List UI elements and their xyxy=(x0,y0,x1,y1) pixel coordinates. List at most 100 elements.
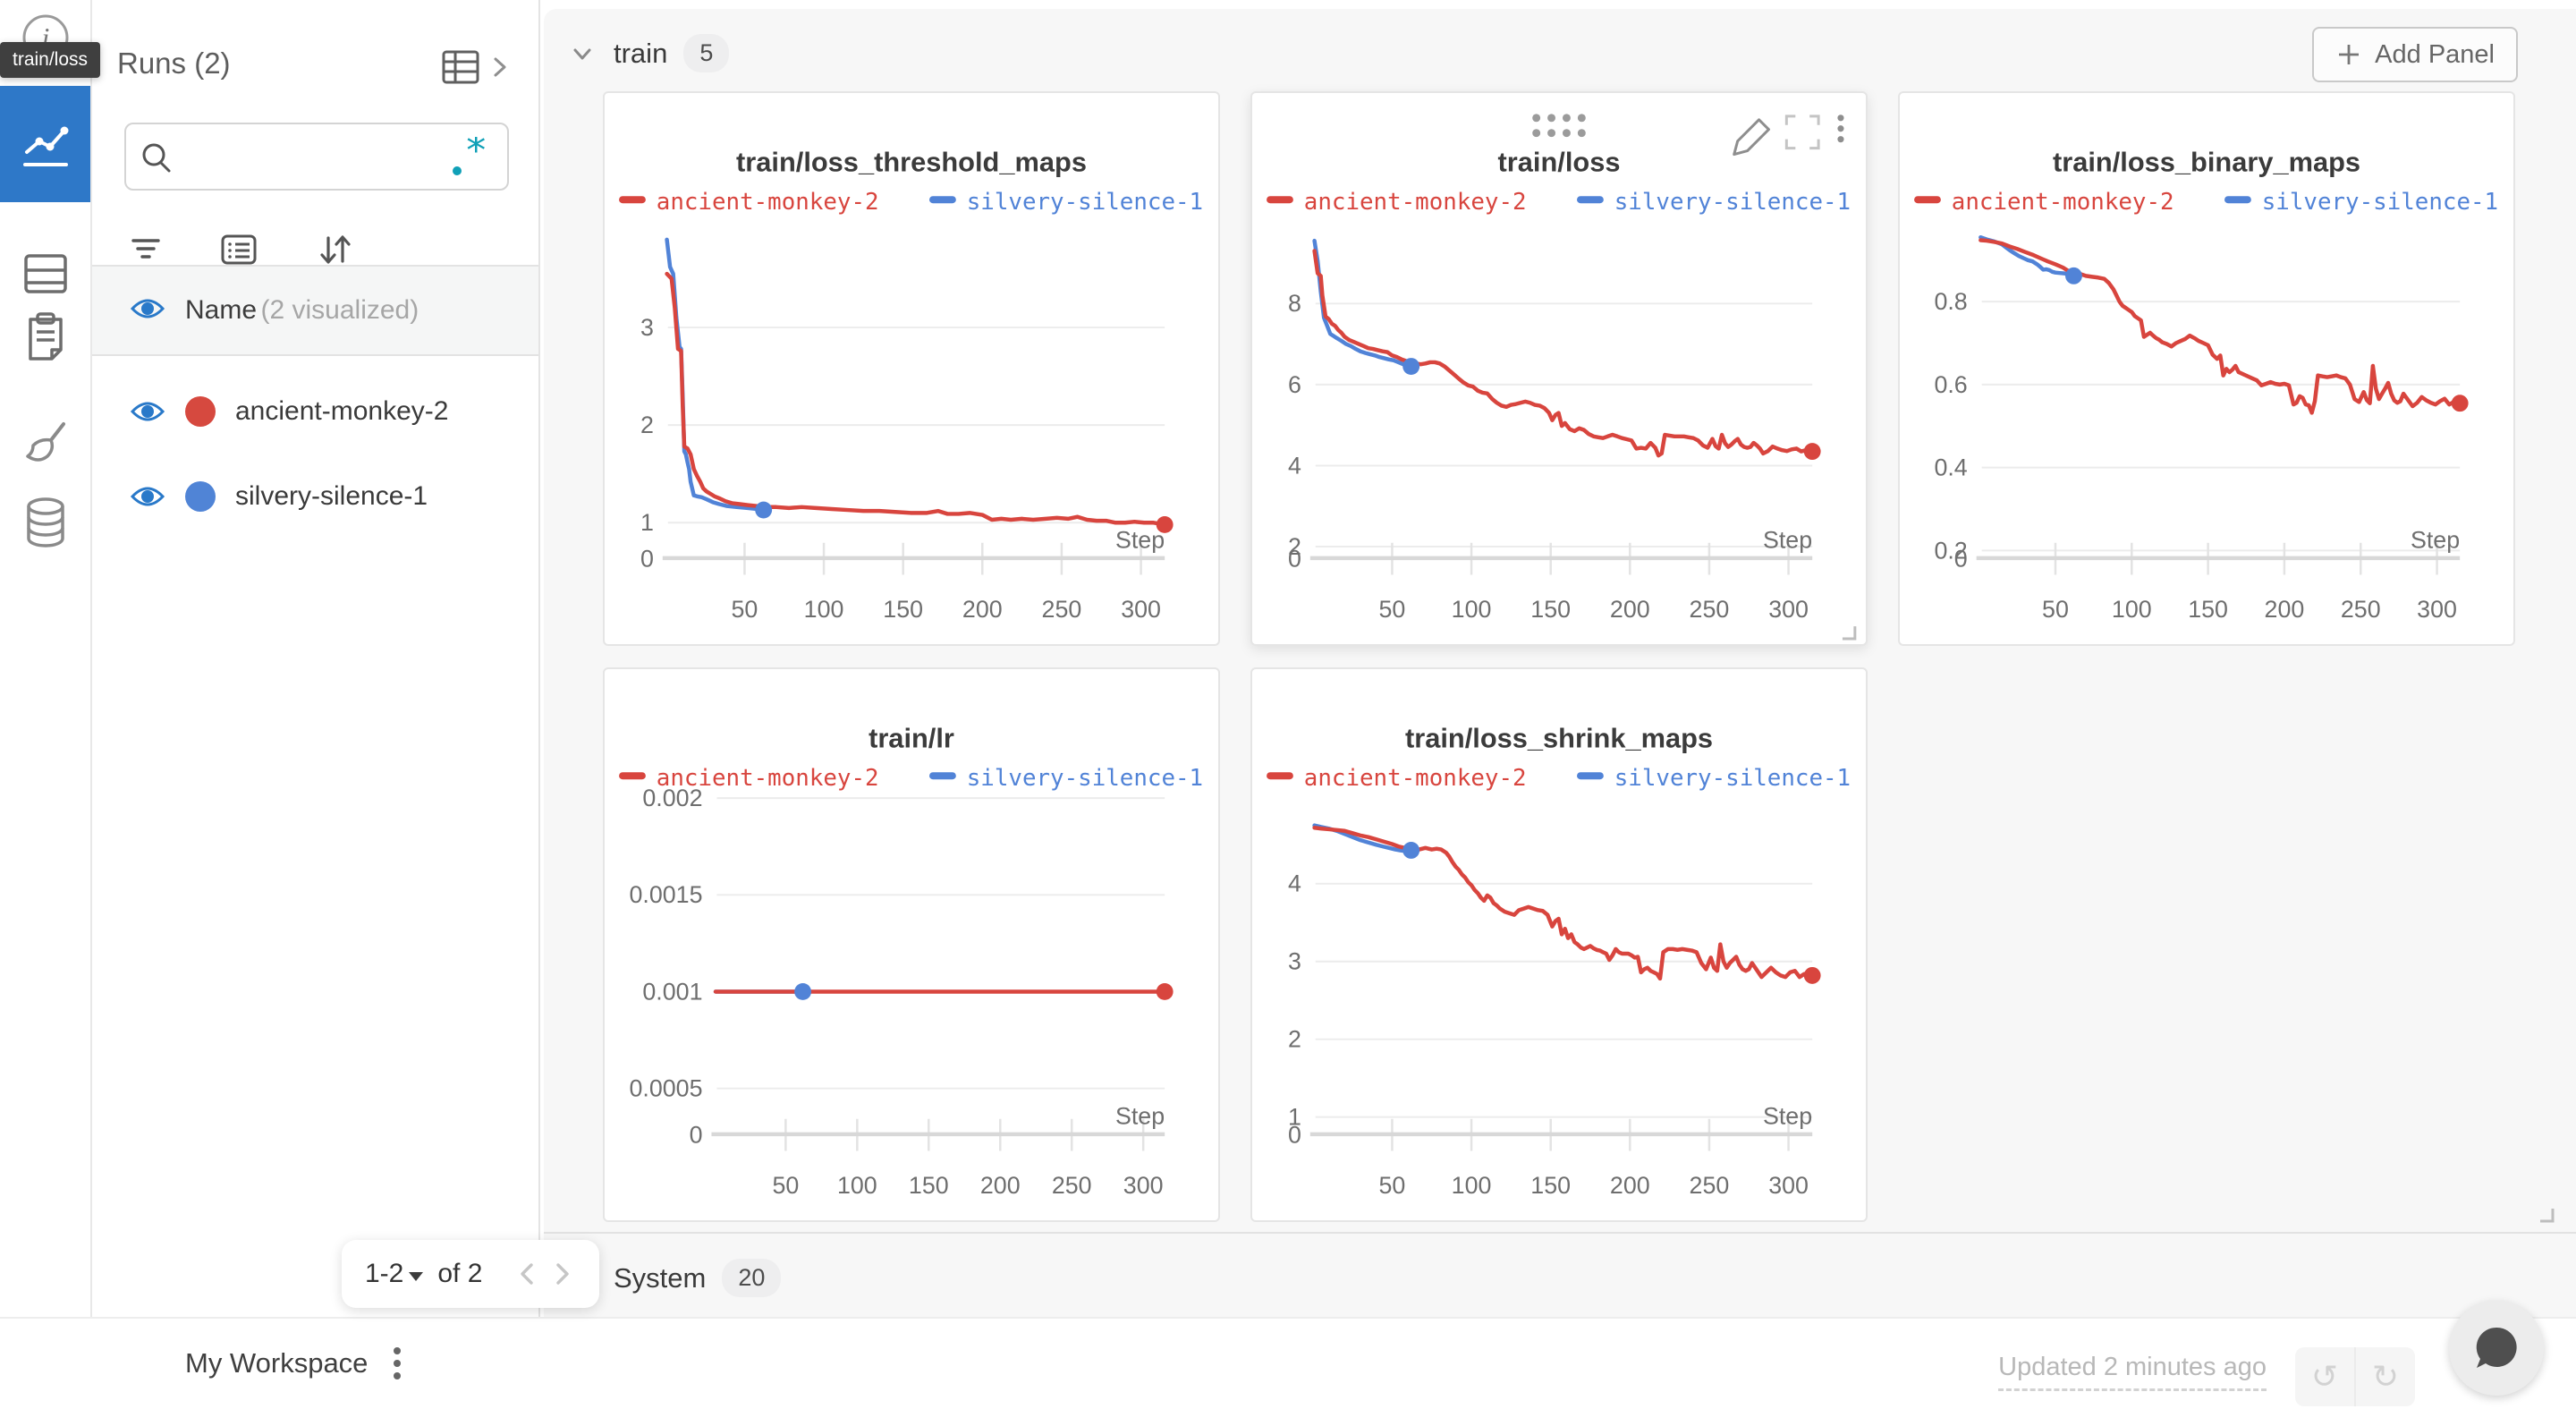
resize-handle-icon[interactable] xyxy=(2537,1205,2556,1225)
next-page-button[interactable] xyxy=(549,1258,576,1290)
panel-loss[interactable]: train/loss ancient-monkey-2 silvery-silenc… xyxy=(1250,91,1868,646)
drag-handle-icon[interactable] xyxy=(1547,114,1556,123)
y-origin-label: 0 xyxy=(640,546,654,573)
regex-icon[interactable]: * xyxy=(446,137,493,180)
panel-loss_shrink_maps[interactable]: train/loss_shrink_maps ancient-monkey-2 si… xyxy=(1250,667,1868,1222)
drag-handle-icon[interactable] xyxy=(1547,129,1556,138)
add-icon xyxy=(2339,45,2360,64)
x-tick-label: 50 xyxy=(732,596,758,623)
legend-marker xyxy=(2224,196,2251,204)
series-line[interactable] xyxy=(1979,235,2076,278)
add-panel-button[interactable]: Add Panel xyxy=(2312,27,2518,82)
edit-icon[interactable] xyxy=(1733,118,1770,157)
last-updated[interactable]: Updated 2 minutes ago xyxy=(1998,1353,2267,1391)
y-origin-label: 0 xyxy=(1288,546,1301,573)
x-tick-label: 150 xyxy=(909,1172,949,1199)
columns-icon[interactable] xyxy=(219,233,258,267)
undo-icon[interactable]: ↺ xyxy=(2310,1358,2339,1395)
runs-sidebar: Runs (2) * xyxy=(92,0,599,1317)
sidebar-item-sweeps[interactable] xyxy=(0,392,90,492)
drag-handle-icon[interactable] xyxy=(1577,114,1586,123)
run-name[interactable]: silvery-silence-1 xyxy=(235,481,428,511)
section-train: train 5 Add Panel train/loss_threshold_m… xyxy=(544,9,2576,1232)
sort-icon[interactable] xyxy=(314,231,355,268)
drag-handle-icon[interactable] xyxy=(1532,129,1541,138)
search-input[interactable] xyxy=(180,128,448,185)
y-tick-label: 3 xyxy=(1288,948,1301,975)
runs-table-icon[interactable] xyxy=(440,47,481,88)
chat-fab[interactable] xyxy=(2449,1301,2544,1396)
drag-handle-icon[interactable] xyxy=(1577,129,1586,138)
series-line[interactable] xyxy=(665,271,1167,527)
clipboard-icon xyxy=(28,312,63,361)
legend-marker xyxy=(1267,772,1293,780)
section-title[interactable]: System xyxy=(614,1261,707,1294)
panel-loss_threshold_maps[interactable]: train/loss_threshold_maps ancient-monkey-… xyxy=(603,91,1220,646)
run-row[interactable]: ancient-monkey-2 xyxy=(92,378,538,445)
legend-label[interactable]: silvery-silence-1 xyxy=(1614,189,1851,216)
x-tick-label: 300 xyxy=(2417,596,2457,623)
resize-handle-icon[interactable] xyxy=(1842,626,1857,641)
runs-header-row[interactable]: Name (2 visualized) xyxy=(92,265,538,356)
eye-icon[interactable] xyxy=(130,295,165,322)
x-tick-label: 250 xyxy=(1042,596,1082,623)
left-icon-rail: i xyxy=(0,0,92,1317)
panel-loss_binary_maps[interactable]: train/loss_binary_maps ancient-monkey-2 si… xyxy=(1898,91,2515,646)
footer-bar: My Workspace Updated 2 minutes ago ↺ ↻ xyxy=(0,1301,2576,1426)
legend-label[interactable]: ancient-monkey-2 xyxy=(1952,189,2174,216)
collapse-section-icon[interactable] xyxy=(567,38,597,69)
x-axis-label: Step xyxy=(1115,1103,1165,1130)
panel-lr[interactable]: train/lr ancient-monkey-2 silvery-silence-… xyxy=(603,667,1220,1222)
panel-title: train/lr xyxy=(869,722,954,753)
series-line[interactable] xyxy=(1979,238,2462,415)
prev-page-button[interactable] xyxy=(513,1258,540,1290)
x-tick-label: 250 xyxy=(1690,1172,1730,1199)
filter-icon[interactable] xyxy=(128,233,164,266)
sidebar-item-logs[interactable] xyxy=(0,286,90,386)
sidebar-item-charts[interactable] xyxy=(0,86,90,202)
series-line[interactable] xyxy=(1312,826,1815,981)
legend-label[interactable]: ancient-monkey-2 xyxy=(657,189,879,216)
eye-icon[interactable] xyxy=(130,295,165,327)
y-tick-label: 2 xyxy=(1288,533,1301,560)
series-line[interactable] xyxy=(1312,238,1413,369)
run-name[interactable]: ancient-monkey-2 xyxy=(235,396,449,426)
page-range-dropdown[interactable]: 1-2 xyxy=(365,1259,428,1289)
expand-table-icon[interactable] xyxy=(488,52,512,82)
legend-label[interactable]: ancient-monkey-2 xyxy=(1304,765,1527,792)
panel-title: train/loss_threshold_maps xyxy=(736,146,1087,177)
y-tick-label: 1 xyxy=(640,509,654,536)
legend-label[interactable]: silvery-silence-1 xyxy=(967,189,1203,216)
panel-title: train/loss_shrink_maps xyxy=(1405,722,1713,753)
series-end-dot xyxy=(794,983,812,1000)
legend-label[interactable]: silvery-silence-1 xyxy=(2262,189,2498,216)
x-tick-label: 200 xyxy=(980,1172,1021,1199)
drag-handle-icon[interactable] xyxy=(1562,129,1571,138)
drag-handle-icon[interactable] xyxy=(1562,114,1571,123)
fullscreen-icon[interactable] xyxy=(1784,115,1820,150)
workspace-menu-icon[interactable] xyxy=(391,1344,403,1383)
section-title[interactable]: train xyxy=(614,37,668,69)
series-line[interactable] xyxy=(1312,249,1815,458)
legend-label[interactable]: ancient-monkey-2 xyxy=(657,765,879,792)
kebab-icon[interactable] xyxy=(1837,115,1844,143)
workspace-title[interactable]: My Workspace xyxy=(185,1347,369,1379)
sidebar-item-artifacts[interactable] xyxy=(0,472,90,573)
eye-icon[interactable] xyxy=(130,483,165,510)
x-tick-label: 250 xyxy=(1052,1172,1092,1199)
redo-icon[interactable]: ↻ xyxy=(2354,1347,2415,1406)
legend-label[interactable]: ancient-monkey-2 xyxy=(1304,189,1527,216)
x-tick-label: 300 xyxy=(1768,596,1809,623)
drag-handle-icon[interactable] xyxy=(1532,114,1541,123)
run-color-dot[interactable] xyxy=(185,396,216,427)
legend-label[interactable]: silvery-silence-1 xyxy=(1614,765,1851,792)
workspace-main: train 5 Add Panel train/loss_threshold_m… xyxy=(542,0,2576,1317)
y-tick-label: 0.6 xyxy=(1934,371,1967,398)
legend-label[interactable]: silvery-silence-1 xyxy=(967,765,1203,792)
series-end-dot xyxy=(755,501,773,519)
y-tick-label: 0.001 xyxy=(642,978,702,1005)
sidebar-item-panels[interactable] xyxy=(0,224,90,324)
eye-icon[interactable] xyxy=(130,398,165,425)
run-row[interactable]: silvery-silence-1 xyxy=(92,463,538,530)
run-color-dot[interactable] xyxy=(185,481,216,512)
